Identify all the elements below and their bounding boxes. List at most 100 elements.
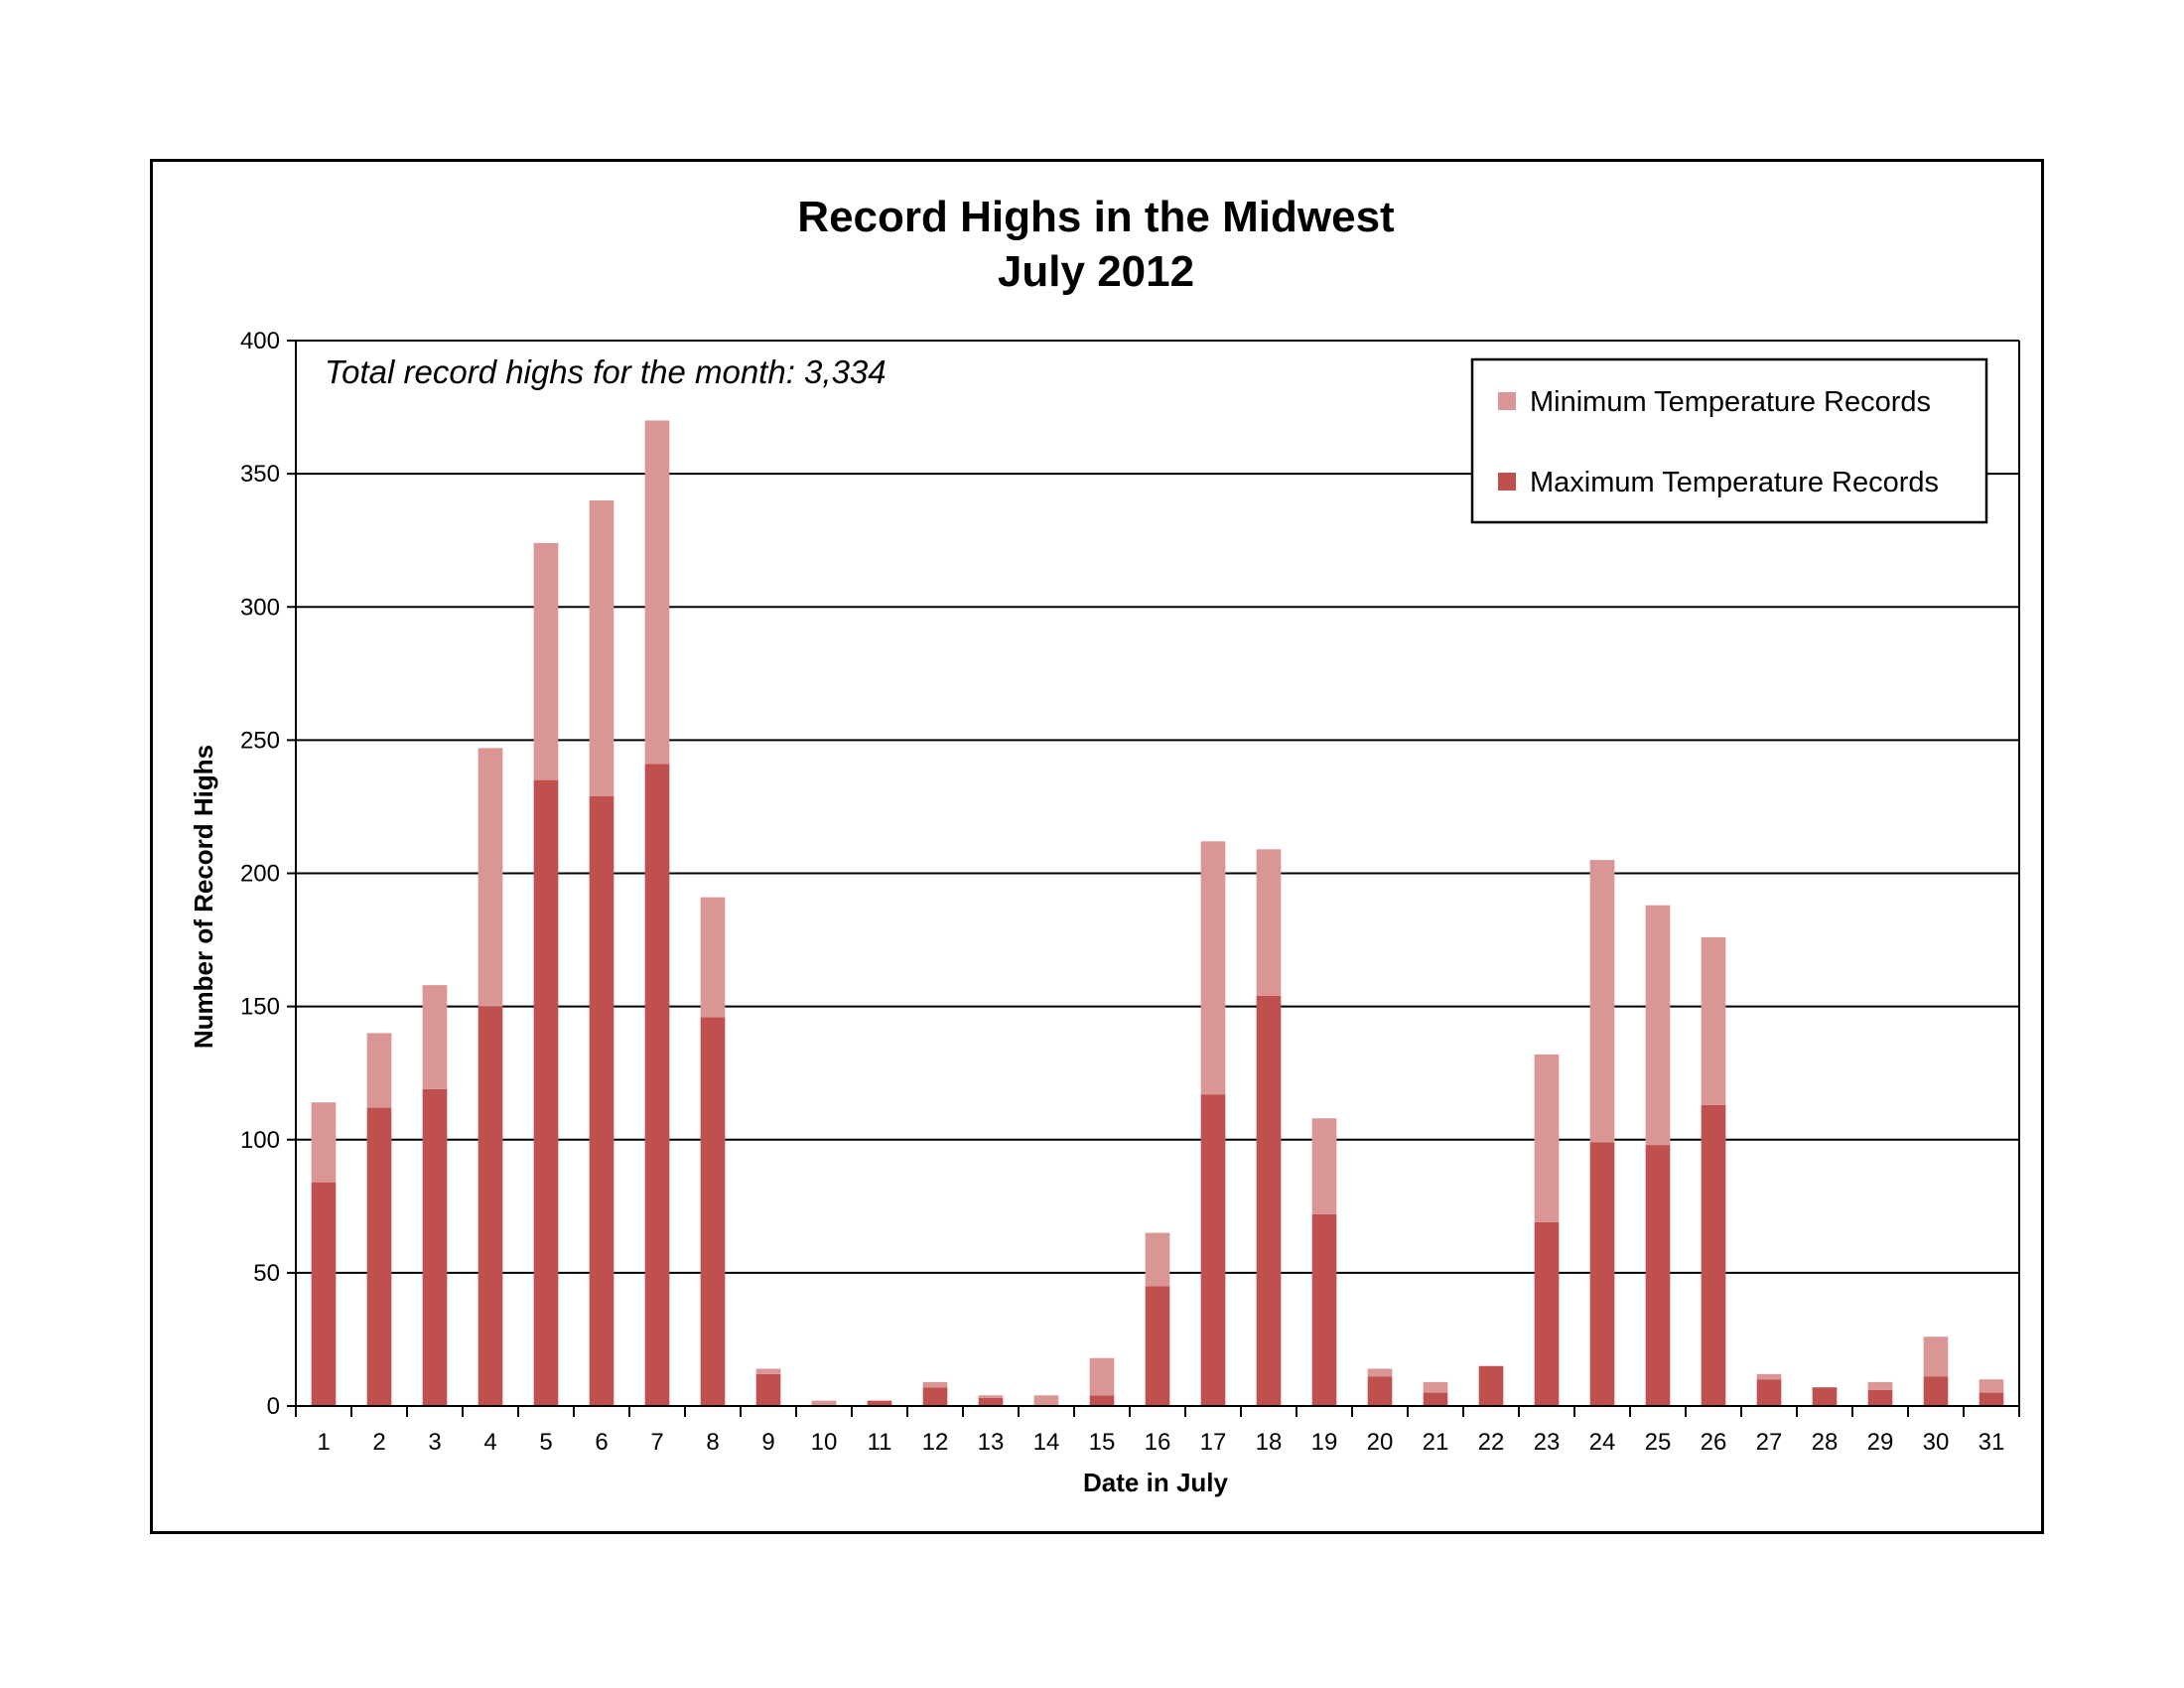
bar-maximum-records [589,795,614,1406]
bar-minimum-records [1701,936,1726,1105]
x-tick-label: 3 [428,1429,441,1456]
legend-box [1470,357,1988,524]
y-tick-label: 350 [240,461,280,488]
x-axis-label: Date in July [1083,1468,1228,1497]
bar-maximum-records [311,1182,337,1406]
bar-minimum-records [1200,841,1226,1095]
bar-maximum-records [922,1387,948,1406]
x-tick-label: 6 [595,1429,608,1456]
bars [311,420,2004,1406]
x-tick-label: 24 [1589,1429,1616,1456]
chart-frame: Record Highs in the Midwest July 2012 0 5… [150,159,2044,1534]
bar-maximum-records [1145,1286,1170,1406]
x-tick-label: 30 [1923,1429,1950,1456]
chart-title: Record Highs in the Midwest [797,193,1395,241]
x-tick-label: 17 [1200,1429,1227,1456]
y-tick-labels: 0 50 100 150 200 250 300 350 400 [240,328,280,1420]
legend-label-maximum: Maximum Temperature Records [1530,467,1939,498]
y-axis-label: Number of Record Highs [189,745,218,1049]
x-tick-label: 16 [1145,1429,1171,1456]
bar-maximum-records [366,1107,392,1406]
x-tick-label: 21 [1423,1429,1449,1456]
x-tick-label: 4 [483,1429,496,1456]
bar-minimum-records [1089,1357,1115,1396]
y-tick-label: 300 [240,594,280,621]
bar-minimum-records [366,1033,392,1108]
bar-maximum-records [533,779,559,1406]
y-tick-label: 250 [240,727,280,754]
x-tick-label: 19 [1311,1429,1338,1456]
bar-minimum-records [533,542,559,780]
bar-maximum-records [1645,1145,1671,1406]
bar-minimum-records [1756,1373,1782,1380]
x-tick-label: 22 [1478,1429,1505,1456]
x-tick-label: 27 [1756,1429,1783,1456]
bar-maximum-records [1589,1142,1615,1406]
bar-maximum-records [644,764,670,1406]
x-tick-label: 20 [1367,1429,1394,1456]
y-tick-label: 400 [240,328,280,354]
bar-minimum-records [1145,1232,1170,1287]
x-tick-labels: 1 2 3 4 5 6 7 8 9 10 11 12 13 14 15 16 17 18 19 20 21 22 23 24 2… [317,1429,2004,1456]
bar-maximum-records [1701,1104,1726,1406]
x-tick-label: 13 [978,1429,1005,1456]
x-tick-label: 25 [1645,1429,1672,1456]
bar-minimum-records [1589,860,1615,1143]
bar-maximum-records [1867,1389,1893,1406]
x-tick-label: 12 [922,1429,949,1456]
bar-minimum-records [1645,905,1671,1146]
chart-svg: Record Highs in the Midwest July 2012 0 5… [189,193,2020,1497]
bar-minimum-records [1923,1336,1949,1377]
x-tick-label: 5 [539,1429,552,1456]
bar-minimum-records [811,1400,837,1406]
y-tick-label: 50 [253,1260,280,1287]
bar-maximum-records [422,1088,448,1406]
bar-minimum-records [1256,849,1282,996]
bar-minimum-records [422,985,448,1089]
x-tick-label: 29 [1867,1429,1894,1456]
bar-minimum-records [978,1395,1004,1398]
x-tick-label: 9 [761,1429,774,1456]
bar-minimum-records [1979,1379,2004,1393]
x-tick-label: 28 [1812,1429,1839,1456]
bar-maximum-records [978,1397,1004,1406]
bar-maximum-records [1089,1395,1115,1406]
bar-minimum-records [1534,1054,1560,1222]
x-tick-label: 26 [1701,1429,1727,1456]
legend-swatch-minimum [1498,392,1516,410]
x-tick-label: 31 [1979,1429,2005,1456]
bar-maximum-records [1534,1221,1560,1406]
x-tick-label: 11 [868,1429,892,1456]
y-tick-label: 200 [240,861,280,888]
bar-minimum-records [478,748,503,1007]
x-tick-label: 23 [1534,1429,1561,1456]
x-tick-label: 14 [1033,1429,1060,1456]
y-tick-label: 100 [240,1127,280,1154]
x-tick-label: 1 [317,1429,330,1456]
bar-minimum-records [1867,1381,1893,1390]
y-tick-label: 150 [240,994,280,1021]
axes [295,340,2020,1417]
x-tick-label: 15 [1089,1429,1116,1456]
y-tick-label: 0 [267,1393,280,1420]
total-annotation: Total record highs for the month: 3,334 [325,353,887,390]
bar-maximum-records [1756,1379,1782,1406]
legend-label-minimum: Minimum Temperature Records [1530,386,1931,418]
bar-maximum-records [1923,1376,1949,1406]
bar-maximum-records [1979,1392,2004,1406]
bar-maximum-records [1812,1387,1838,1406]
bar-minimum-records [1033,1395,1059,1406]
bar-minimum-records [922,1381,948,1388]
bar-maximum-records [1311,1213,1337,1406]
bar-minimum-records [1311,1118,1337,1214]
x-tick-label: 18 [1256,1429,1283,1456]
bar-maximum-records [478,1006,503,1406]
bar-minimum-records [589,499,614,796]
legend: Minimum Temperature Records Maximum Temp… [1470,357,1988,524]
x-tick-label: 10 [811,1429,838,1456]
bar-maximum-records [1478,1365,1504,1406]
x-tick-label: 8 [706,1429,719,1456]
bar-maximum-records [700,1017,726,1406]
bar-maximum-records [755,1373,781,1406]
chart-subtitle: July 2012 [998,247,1194,296]
